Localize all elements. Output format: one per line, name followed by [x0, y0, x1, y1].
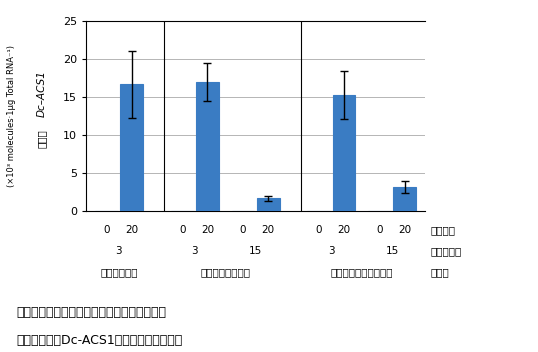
Text: 15: 15	[386, 246, 399, 256]
Text: 20: 20	[337, 225, 351, 235]
Text: 0: 0	[103, 225, 110, 235]
Bar	[120, 84, 143, 211]
Text: 0: 0	[315, 225, 322, 235]
Text: ホワイトシム: ホワイトシム	[100, 268, 138, 277]
Bar	[196, 82, 219, 211]
Text: (×10³ molecules·1μg Total RNA⁻¹): (×10³ molecules·1μg Total RNA⁻¹)	[7, 45, 16, 187]
Text: 0: 0	[239, 225, 246, 235]
Text: 20: 20	[398, 225, 412, 235]
Bar	[393, 187, 416, 211]
Text: 20: 20	[201, 225, 214, 235]
Text: 0: 0	[376, 225, 383, 235]
Text: 発現量: 発現量	[37, 130, 47, 148]
Text: 20: 20	[125, 225, 138, 235]
Text: ミラクルルージュ: ミラクルルージュ	[200, 268, 250, 277]
Text: 品種名: 品種名	[430, 268, 449, 277]
Text: 0: 0	[179, 225, 186, 235]
Text: 3: 3	[328, 246, 335, 256]
Text: 3: 3	[192, 246, 198, 256]
Text: 3: 3	[116, 246, 122, 256]
Text: ミラクルシンフォニー: ミラクルシンフォニー	[330, 268, 393, 277]
Text: 20: 20	[261, 225, 275, 235]
Text: 花弁のDc-ACS1発現量に及ぼす影響: 花弁のDc-ACS1発現量に及ぼす影響	[16, 334, 182, 347]
Text: Dc–ACS1: Dc–ACS1	[37, 70, 47, 117]
Text: 図３　収穫後の日数経過がエチレン処理後の: 図３ 収穫後の日数経過がエチレン処理後の	[16, 306, 166, 319]
Text: 収穫後日数: 収穫後日数	[430, 246, 462, 256]
Text: 処理時間: 処理時間	[430, 225, 455, 235]
Text: 15: 15	[249, 246, 262, 256]
Bar	[332, 95, 356, 211]
Bar	[257, 198, 280, 211]
